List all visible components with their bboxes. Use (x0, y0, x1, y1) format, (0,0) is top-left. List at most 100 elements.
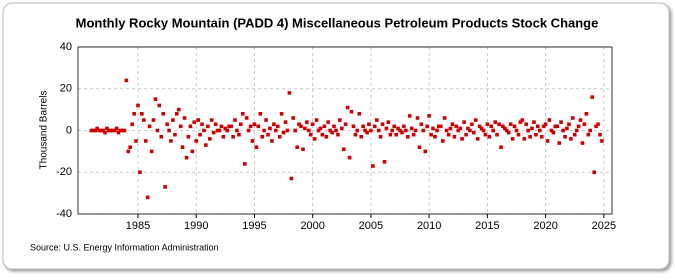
point (114, 126, 119, 131)
point (452, 134, 457, 139)
point (421, 128, 426, 133)
point (316, 128, 321, 133)
point (93, 128, 98, 133)
point (586, 132, 591, 137)
point (413, 128, 418, 133)
point (419, 122, 424, 127)
point (345, 105, 350, 110)
point (165, 122, 169, 127)
point (388, 132, 393, 137)
point (293, 128, 298, 133)
point (534, 132, 538, 137)
point (578, 118, 583, 122)
point (266, 132, 270, 137)
point (186, 134, 191, 139)
point (190, 149, 195, 154)
point (279, 112, 284, 116)
point (355, 128, 360, 133)
point (95, 126, 100, 131)
point (138, 170, 142, 175)
point (506, 130, 511, 135)
point (301, 147, 305, 152)
point (351, 124, 356, 129)
point (584, 112, 589, 116)
point (308, 132, 313, 137)
y-tick-label: -40 (56, 208, 72, 220)
point (159, 134, 164, 139)
point (446, 132, 451, 137)
point (173, 132, 177, 137)
point (314, 118, 319, 122)
point (209, 118, 214, 122)
point (518, 120, 523, 124)
point (510, 137, 515, 141)
point (470, 122, 474, 127)
point (244, 116, 249, 120)
point (361, 124, 365, 129)
point (514, 128, 519, 133)
point (126, 149, 131, 154)
point (260, 134, 265, 139)
point (359, 134, 364, 139)
point (182, 116, 187, 120)
point (109, 128, 113, 133)
point (161, 112, 166, 116)
point (246, 128, 251, 133)
point (477, 124, 482, 129)
point (242, 162, 247, 166)
point (229, 124, 233, 129)
point (479, 126, 484, 131)
point (262, 128, 266, 133)
x-tick-label: 2000 (300, 220, 324, 232)
point (252, 122, 257, 127)
frame (2, 2, 670, 270)
point (491, 128, 496, 133)
point (339, 126, 344, 131)
point (204, 143, 208, 147)
point (299, 124, 303, 129)
point (237, 132, 241, 137)
point (374, 118, 379, 122)
point (120, 128, 125, 133)
point (369, 128, 373, 133)
point (281, 130, 286, 135)
point (198, 132, 202, 137)
point (330, 130, 334, 135)
point (448, 126, 453, 131)
point (357, 112, 362, 116)
point (392, 124, 397, 129)
point (468, 128, 472, 133)
point (376, 128, 381, 133)
point (169, 139, 173, 143)
point (582, 122, 587, 127)
point (349, 109, 354, 114)
point (406, 134, 410, 139)
point (378, 134, 383, 139)
point (145, 195, 150, 200)
point (248, 124, 253, 129)
point (194, 139, 199, 143)
point (541, 124, 546, 129)
point (142, 118, 146, 122)
point (537, 128, 542, 133)
point (132, 112, 136, 116)
point (415, 116, 420, 120)
y-tick-label: 20 (60, 83, 72, 95)
point (297, 122, 301, 127)
x-tick-label: 2025 (592, 220, 616, 232)
point (312, 137, 317, 141)
point (475, 137, 480, 141)
point (140, 112, 144, 116)
point (174, 112, 179, 116)
point (270, 139, 274, 143)
point (473, 118, 478, 122)
point (305, 120, 309, 124)
point (559, 120, 563, 124)
point (440, 139, 445, 143)
point (503, 126, 507, 131)
point (371, 164, 375, 168)
point (569, 137, 573, 141)
point (289, 176, 294, 181)
point (433, 134, 437, 139)
point (438, 124, 443, 129)
